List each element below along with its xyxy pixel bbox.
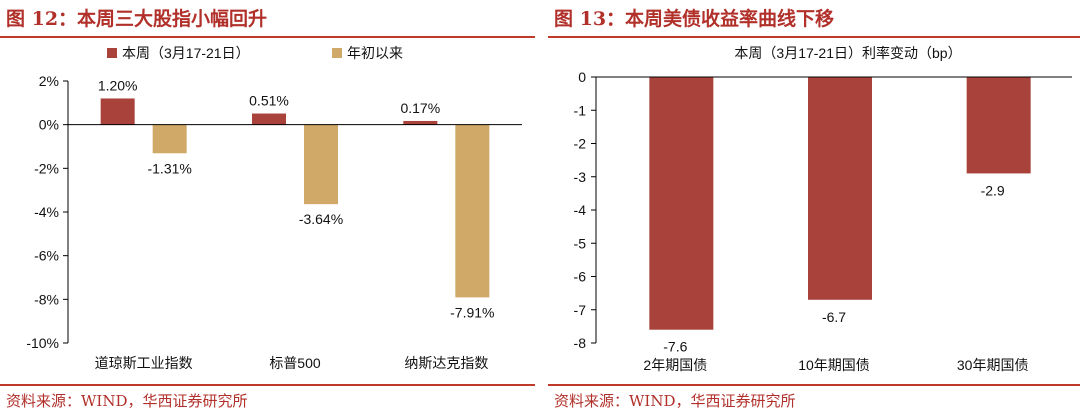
left-legend-label-week: 本周（3月17-21日） — [122, 45, 250, 61]
left-bar-week — [403, 120, 438, 125]
left-x-tick-label: 纳斯达克指数 — [404, 355, 488, 371]
left-data-label-week: 0.17% — [400, 100, 440, 116]
right-y-tick-label: -6 — [574, 269, 587, 285]
left-data-label-week: 0.51% — [249, 93, 289, 109]
left-y-tick-label: -10% — [26, 335, 59, 351]
right-bar-chart: 本周（3月17-21日）利率变动（bp） 0 -1 -2 -3 -4 -5 -6 -7 -8 -7.… — [574, 45, 1072, 373]
right-y-tick-label: -5 — [574, 235, 587, 251]
left-bar-chart: 2% 0% -2% -4% -6% -8% -10% 1.20% -1.31% 道琼斯工业指数 0.… — [26, 45, 522, 371]
left-y-tick-label: -8% — [34, 291, 59, 307]
left-y-tick-label: -4% — [34, 204, 59, 220]
left-bar-ytd — [304, 124, 338, 205]
left-bar-week — [252, 113, 286, 125]
right-y-tick-label: 0 — [578, 69, 586, 85]
left-y-tick-label: 2% — [39, 73, 59, 89]
right-data-label: -2.9 — [981, 182, 1005, 198]
right-y-tick-label: -1 — [574, 102, 587, 118]
right-source-rule — [548, 384, 1080, 386]
right-bar — [649, 77, 714, 330]
right-y-tick-label: -2 — [574, 136, 587, 152]
right-x-tick-label: 2年期国债 — [643, 357, 707, 373]
right-y-tick-label: -4 — [574, 202, 587, 218]
left-legend-label-ytd: 年初以来 — [347, 45, 403, 61]
left-x-tick-label: 道琼斯工业指数 — [95, 355, 193, 371]
right-figure-panel: 图 13：本周美债收益率曲线下移 本周（3月17-21日）利率变动（bp） 0 -1… — [548, 0, 1080, 415]
right-x-tick-label: 30年期国债 — [957, 357, 1029, 373]
right-bar — [808, 77, 872, 300]
left-data-label-ytd: -7.91% — [450, 304, 494, 320]
left-source-note: 资料来源：WIND，华西证券研究所 — [6, 392, 248, 410]
left-bar-week — [100, 98, 135, 125]
right-y-tick-label: -8 — [574, 335, 587, 351]
right-bar — [966, 77, 1031, 174]
left-y-tick-label: -6% — [34, 248, 59, 264]
right-figure-title: 图 13：本周美债收益率曲线下移 — [554, 8, 835, 30]
right-x-tick-label: 10年期国债 — [798, 357, 870, 373]
left-data-label-week: 1.20% — [98, 77, 138, 93]
right-title-rule — [548, 36, 1080, 38]
left-x-tick-label: 标普500 — [269, 355, 321, 371]
left-y-tick-label: 0% — [39, 117, 59, 133]
left-legend-swatch-ytd — [332, 48, 342, 58]
right-data-label: -7.6 — [663, 339, 687, 355]
left-source-rule — [0, 384, 535, 386]
left-figure-panel: 图 12：本周三大股指小幅回升 2% 0% -2% -4% -6% -8% -10% 1.20… — [0, 0, 535, 415]
left-data-label-ytd: -1.31% — [147, 160, 191, 176]
right-y-tick-label: -7 — [574, 302, 587, 318]
right-chart-title: 本周（3月17-21日）利率变动（bp） — [734, 45, 961, 61]
left-title-rule — [0, 36, 535, 38]
left-bar-ytd — [152, 124, 187, 154]
left-data-label-ytd: -3.64% — [299, 211, 343, 227]
left-bar-ytd — [455, 124, 490, 298]
left-y-tick-label: -2% — [34, 160, 59, 176]
right-source-note: 资料来源：WIND，华西证券研究所 — [554, 392, 796, 410]
right-y-tick-label: -3 — [574, 169, 587, 185]
left-legend-swatch-week — [107, 48, 117, 58]
right-data-label: -6.7 — [822, 309, 846, 325]
left-figure-title: 图 12：本周三大股指小幅回升 — [6, 8, 268, 30]
